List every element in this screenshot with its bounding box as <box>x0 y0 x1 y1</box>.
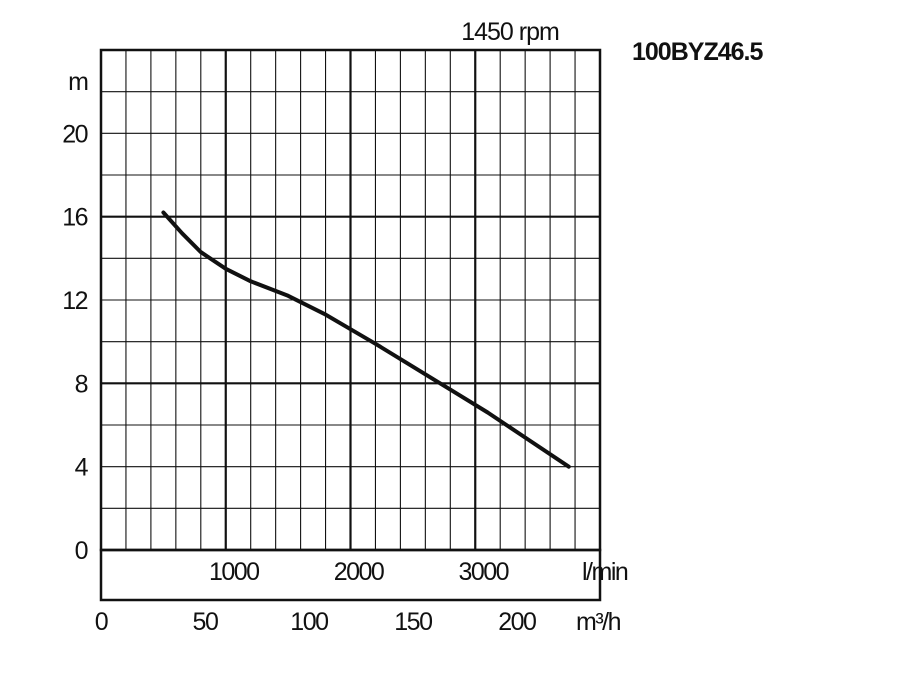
x-axis-ticks-m3h: 0 50 100 150 200 <box>95 608 538 636</box>
x-tick-label-m3h: 0 <box>95 608 108 636</box>
speed-label: 1450 rpm <box>461 18 559 46</box>
y-tick-label: 16 <box>62 204 87 232</box>
x-axis-ticks-lmin: 1000 2000 3000 <box>209 558 510 586</box>
y-tick-label: 20 <box>62 120 87 148</box>
x-tick-label-m3h: 100 <box>290 608 328 636</box>
x-tick-label-lmin: 2000 <box>334 558 384 586</box>
x-unit-m3h-label: m³/h <box>576 608 621 636</box>
x-tick-label-m3h: 200 <box>498 608 536 636</box>
axis-band-frame <box>99 548 602 602</box>
head-flow-curve <box>161 210 571 469</box>
y-axis-ticks: 0 4 8 12 16 20 <box>62 120 90 565</box>
x-unit-lmin-label: l/min <box>582 558 628 586</box>
y-tick-label: 0 <box>75 537 88 565</box>
x-tick-label-m3h: 50 <box>193 608 218 636</box>
x-tick-label-lmin: 1000 <box>209 558 259 586</box>
grid-lines <box>101 50 600 550</box>
y-tick-label: 4 <box>75 454 89 482</box>
model-label: 100BYZ46.5 <box>632 38 763 66</box>
y-tick-label: 12 <box>62 287 87 315</box>
x-tick-label-m3h: 150 <box>394 608 432 636</box>
y-unit-label: m <box>68 68 88 96</box>
x-tick-label-lmin: 3000 <box>458 558 508 586</box>
y-tick-label: 8 <box>75 370 88 398</box>
